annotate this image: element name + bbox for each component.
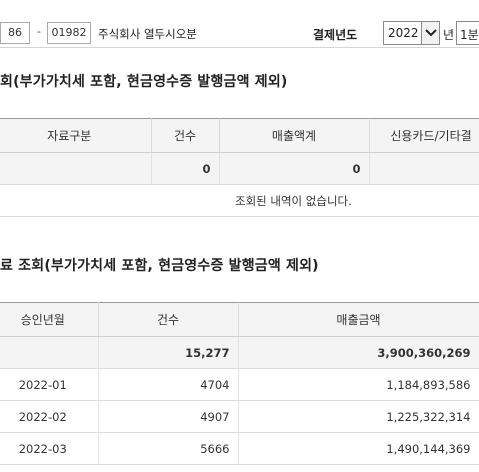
table-header-row: 자료구분 건수 매출액계 신용카드/기타결: [0, 118, 479, 153]
year-select-value: 2022: [388, 26, 419, 40]
col-header-count: 건수: [151, 118, 220, 153]
company-name: 주식회사 열두시오분: [98, 27, 197, 41]
total-amount: 3,900,360,269: [238, 336, 479, 369]
quarter-select-value: 1분: [460, 28, 479, 42]
quarter-select[interactable]: 1분: [456, 21, 479, 45]
table-row: 2022-02 4907 1,225,322,314: [0, 400, 479, 433]
divider: [0, 216, 479, 217]
table-row: 2022-01 4704 1,184,893,586: [0, 368, 479, 401]
dash-separator: -: [37, 25, 41, 38]
total-label: [0, 336, 99, 369]
year-unit-label: 년: [443, 28, 455, 42]
total-count: 15,277: [98, 336, 239, 369]
row-month: 2022-02: [0, 400, 99, 433]
row-month: 2022-01: [0, 368, 99, 401]
row-amount: 1,184,893,586: [238, 368, 479, 401]
year-select[interactable]: 2022: [383, 21, 440, 45]
row-amount: 1,490,144,369: [238, 432, 479, 465]
row-count: 4704: [98, 368, 239, 401]
chevron-down-icon[interactable]: [421, 22, 439, 44]
business-number-part2-input[interactable]: 86: [0, 22, 30, 44]
total-amount: 0: [219, 152, 370, 185]
total-count: 0: [151, 152, 220, 185]
col-header-sales-amount: 매출금액: [238, 302, 479, 337]
row-count: 4907: [98, 400, 239, 433]
section2-table: 승인년월 건수 매출금액 15,277 3,900,360,269 2022-0…: [0, 302, 479, 465]
total-label: [0, 152, 152, 185]
section1-table: 자료구분 건수 매출액계 신용카드/기타결 0 0: [0, 118, 479, 185]
col-header-count: 건수: [98, 302, 239, 337]
total-row: 15,277 3,900,360,269: [0, 336, 479, 369]
row-amount: 1,225,322,314: [238, 400, 479, 433]
row-count: 5666: [98, 432, 239, 465]
payment-year-label: 결제년도: [313, 28, 358, 42]
total-row: 0 0: [0, 152, 479, 185]
empty-message: 조회된 내역이 없습니다.: [235, 194, 352, 208]
section2-title: 료 조회(부가가치세 포함, 현금영수증 발행금액 제외): [0, 258, 319, 274]
table-header-row: 승인년월 건수 매출금액: [0, 302, 479, 337]
col-header-sales-total: 매출액계: [219, 118, 370, 153]
col-header-data-type: 자료구분: [0, 118, 152, 153]
col-header-credit-card: 신용카드/기타결: [369, 118, 479, 153]
business-number-part3-input[interactable]: 01982: [47, 22, 91, 44]
section1-title: 회(부가가치세 포함, 현금영수증 발행금액 제외): [0, 74, 288, 90]
total-credit: [369, 152, 479, 185]
table-row: 2022-03 5666 1,490,144,369: [0, 432, 479, 465]
search-bar: 86 - 01982 주식회사 열두시오분 결제년도 2022 년 1분: [0, 0, 479, 48]
row-month: 2022-03: [0, 432, 99, 465]
col-header-approval-month: 승인년월: [0, 302, 99, 337]
